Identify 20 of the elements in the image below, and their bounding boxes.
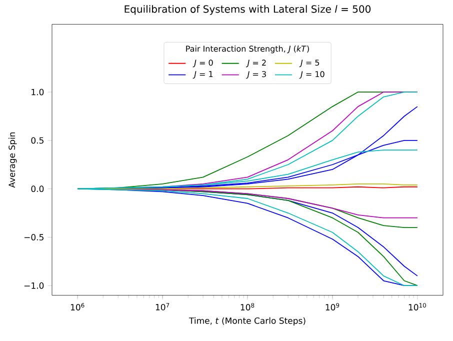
y-tick-label: 1.0	[32, 88, 44, 96]
legend-label: J = 10	[299, 70, 324, 78]
x-tick-label: 10$^{6}$	[70, 302, 84, 310]
y-tick-label: −0.5	[24, 234, 44, 240]
legend-label: J = 2	[246, 60, 266, 68]
chart-title: Equilibration of Systems with Lateral Size l = 500	[124, 4, 371, 15]
x-tick-label: 10$^{7}$	[156, 302, 170, 310]
y-axis-title: Average Spin	[8, 132, 17, 188]
x-tick-label: 10$^{9}$	[326, 302, 340, 310]
legend-label: J = 5	[299, 60, 320, 67]
x-tick-label: 10$^{10}$	[408, 302, 426, 310]
y-tick-label: −1.0	[24, 282, 44, 289]
legend-label: J = 3	[246, 70, 266, 78]
x-axis-title: Time, t (Monte Carlo Steps)	[188, 317, 306, 326]
legend-label: J = 1	[192, 71, 213, 78]
legend-title: Pair Interaction Strength, J (kT)	[186, 45, 309, 54]
legend-label: J = 0	[192, 60, 213, 68]
y-tick-label: 0.5	[31, 137, 44, 144]
y-tick-label: 0.0	[31, 185, 44, 192]
x-tick-label: 10$^{8}$	[240, 302, 254, 310]
